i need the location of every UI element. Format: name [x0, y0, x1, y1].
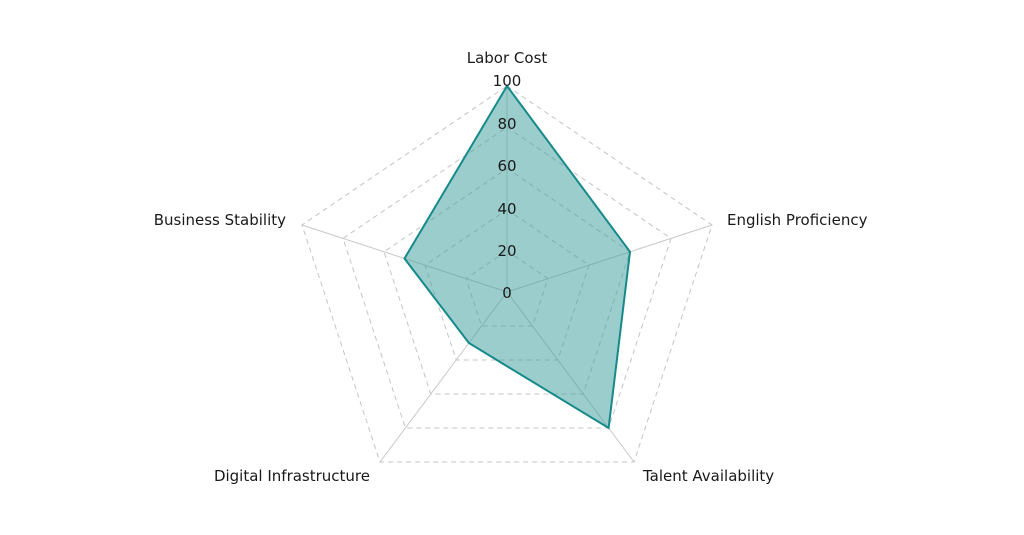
- axis-label-labor-cost: Labor Cost: [467, 49, 548, 67]
- grid-ring: [383, 167, 631, 395]
- tick-label: 0: [502, 284, 512, 302]
- tick-label: 80: [497, 115, 516, 133]
- axis-label-english-proficiency: English Proficiency: [727, 211, 868, 229]
- axis-label-talent-availability: Talent Availability: [642, 467, 774, 485]
- radial-tick-labels: 0 20 40 60 80 100: [493, 72, 522, 302]
- series-polygon: [403, 84, 632, 430]
- grid-ring: [342, 126, 672, 429]
- data-series: [403, 84, 632, 430]
- axis-label-business-stability: Business Stability: [154, 211, 286, 229]
- axis-labels: Labor Cost English Proficiency Talent Av…: [154, 49, 868, 485]
- tick-label: 20: [497, 242, 516, 260]
- tick-label: 60: [497, 157, 516, 175]
- tick-label: 40: [497, 200, 516, 218]
- axis-label-digital-infrastructure: Digital Infrastructure: [214, 467, 370, 485]
- tick-label: 100: [493, 72, 522, 90]
- grid-ring: [301, 85, 713, 463]
